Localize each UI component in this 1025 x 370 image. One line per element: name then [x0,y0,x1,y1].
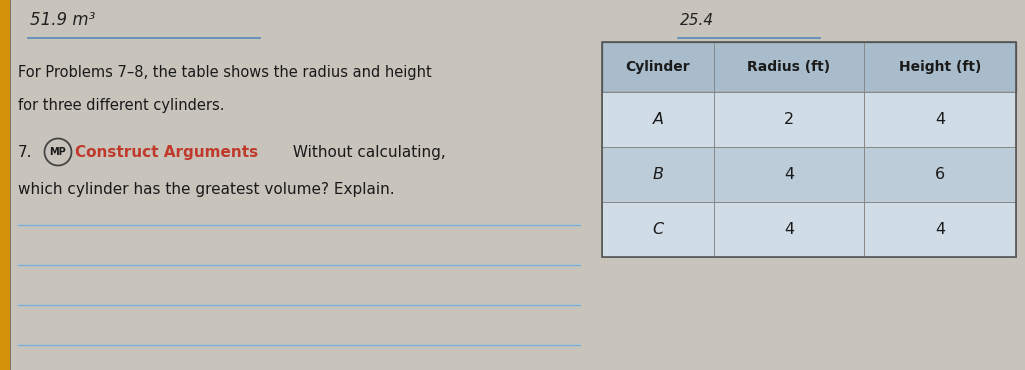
Text: 6: 6 [935,167,945,182]
Bar [602,147,1016,202]
Text: 51.9 m³: 51.9 m³ [30,11,95,29]
Text: 4: 4 [935,112,945,127]
Text: 2: 2 [784,112,794,127]
Text: which cylinder has the greatest volume? Explain.: which cylinder has the greatest volume? … [18,182,395,197]
Text: 7.: 7. [18,145,33,160]
Bar [0,0,10,370]
Text: 4: 4 [784,222,794,237]
Text: B: B [653,167,663,182]
Bar [602,202,1016,257]
Text: Height (ft): Height (ft) [899,60,981,74]
Text: for three different cylinders.: for three different cylinders. [18,98,224,113]
Text: 4: 4 [784,167,794,182]
Text: Construct Arguments: Construct Arguments [75,145,258,160]
Text: Without calculating,: Without calculating, [288,145,446,160]
Bar [602,92,1016,147]
Text: 25.4: 25.4 [680,13,714,28]
Text: 4: 4 [935,222,945,237]
Text: A: A [653,112,663,127]
Bar [602,42,1016,92]
Text: Cylinder: Cylinder [625,60,690,74]
Text: C: C [653,222,663,237]
Text: MP: MP [49,147,67,157]
Bar [602,42,1016,257]
Text: Radius (ft): Radius (ft) [747,60,830,74]
Text: For Problems 7–8, the table shows the radius and height: For Problems 7–8, the table shows the ra… [18,65,432,80]
